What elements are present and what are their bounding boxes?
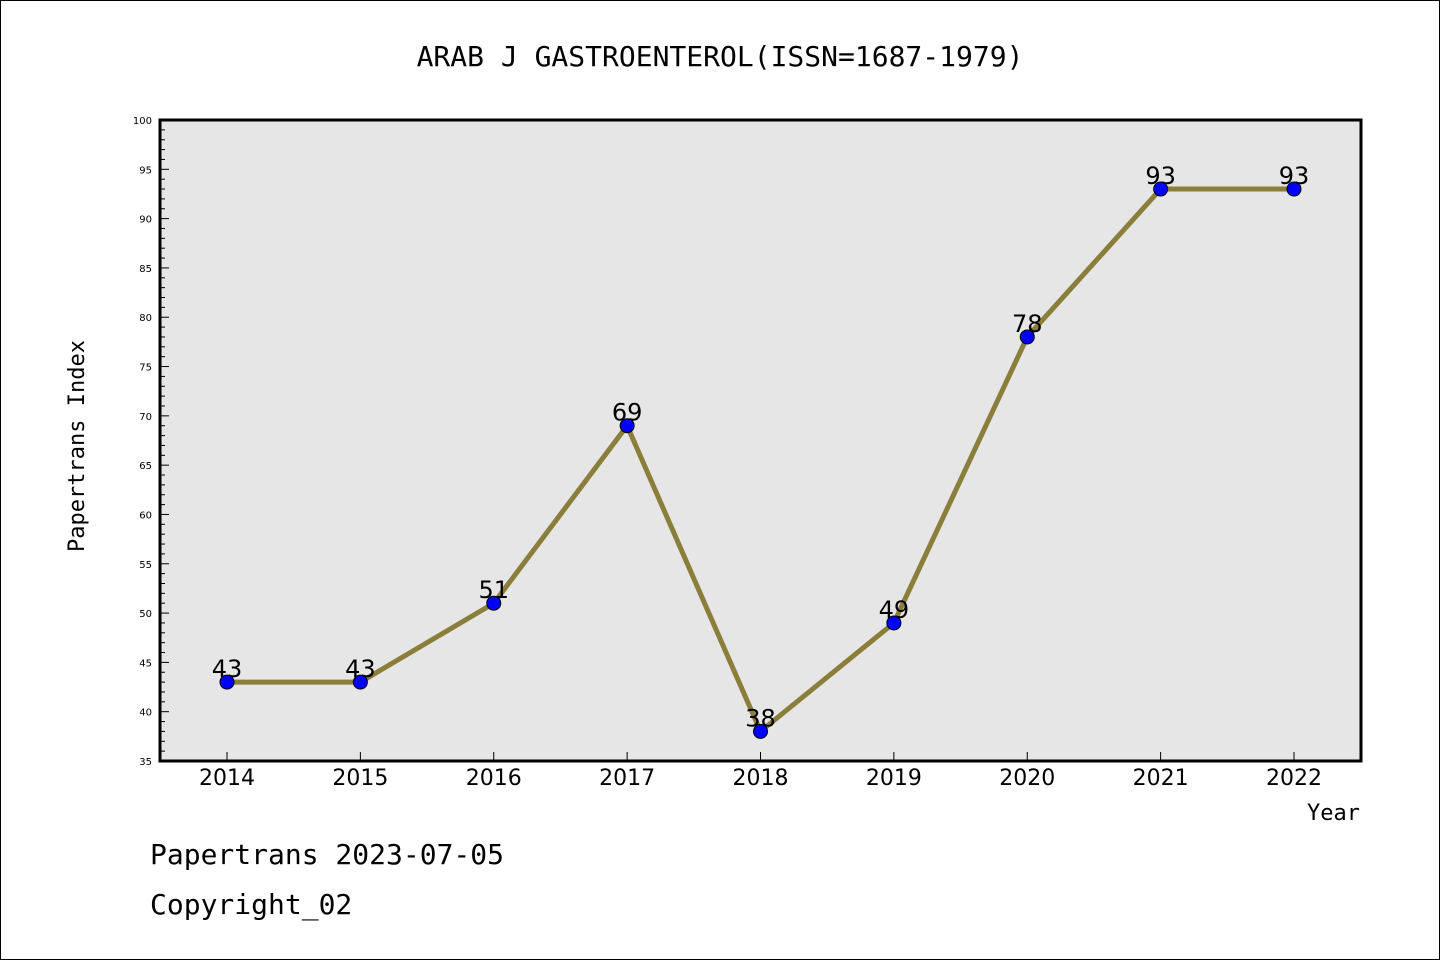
- data-point: [1153, 181, 1169, 197]
- y-tick-label: 75: [139, 363, 152, 374]
- x-tick-label: 2021: [1133, 766, 1189, 791]
- series: 43 43 51 69 38 49 78 93 93: [212, 162, 1310, 739]
- data-point: [1286, 181, 1302, 197]
- y-tick-label: 60: [139, 510, 152, 521]
- y-tick-label: 40: [139, 708, 152, 719]
- x-tick-label: 2020: [999, 766, 1055, 791]
- data-label: 49: [879, 596, 910, 624]
- x-tick-label: 2016: [466, 766, 522, 791]
- x-tick-label: 2022: [1266, 766, 1322, 791]
- data-point: [352, 674, 368, 690]
- x-tick-label: 2014: [199, 766, 255, 791]
- data-point: [219, 674, 235, 690]
- y-tick-label: 90: [139, 215, 152, 226]
- y-tick-label: 65: [139, 461, 152, 472]
- data-label: 93: [1279, 162, 1310, 190]
- data-label: 51: [478, 576, 509, 604]
- x-tick-label: 2019: [866, 766, 922, 791]
- data-point: [1019, 329, 1035, 345]
- x-axis-label: Year: [1307, 801, 1360, 826]
- y-tick-label: 50: [139, 609, 152, 620]
- data-label: 78: [1012, 310, 1043, 338]
- y-tick-label: 85: [139, 264, 152, 275]
- y-tick-label: 80: [139, 313, 152, 324]
- data-label: 43: [345, 655, 376, 683]
- y-tick-label: 100: [133, 116, 152, 127]
- y-tick-label: 70: [139, 412, 152, 423]
- y-tick-label: 55: [139, 560, 152, 571]
- data-point: [619, 418, 635, 434]
- x-axis-ticks: 2014 2015 2016 2017 2018 2019 2020 2021 2022: [199, 752, 1322, 791]
- data-label: 93: [1145, 162, 1176, 190]
- x-tick-label: 2015: [332, 766, 388, 791]
- y-axis-ticks: 35 40 45 50 55 60 65 70 75 80 85 90 95 100: [133, 116, 169, 768]
- data-point: [753, 723, 768, 739]
- data-point: [486, 595, 502, 611]
- x-tick-label: 2017: [599, 766, 655, 791]
- data-point: [886, 615, 902, 631]
- footer-copyright: Copyright_02: [150, 888, 352, 922]
- y-tick-label: 95: [139, 165, 152, 176]
- chart-title: ARAB J GASTROENTEROL(ISSN=1687-1979): [417, 40, 1024, 73]
- data-label: 69: [612, 399, 643, 427]
- y-tick-label: 35: [139, 757, 152, 768]
- plot-area: [158, 118, 1363, 763]
- data-label: 43: [212, 655, 243, 683]
- data-label: 38: [745, 704, 776, 732]
- x-tick-label: 2018: [733, 766, 789, 791]
- y-axis-label: Papertrans Index: [65, 340, 90, 552]
- y-tick-label: 45: [139, 658, 152, 669]
- footer-date: Papertrans 2023-07-05: [150, 838, 504, 871]
